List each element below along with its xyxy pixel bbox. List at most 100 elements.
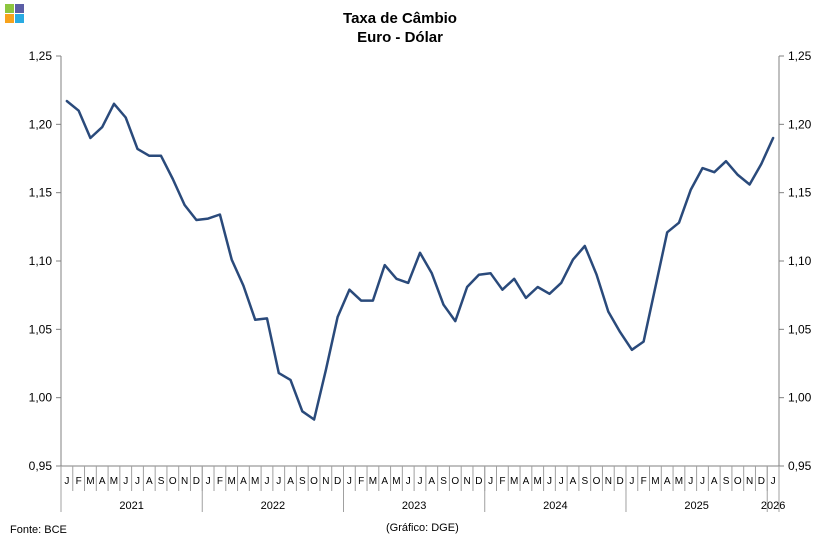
y-tick-label-left: 1,10 [29, 254, 53, 268]
x-month-label: J [276, 476, 281, 487]
x-month-label: J [700, 476, 705, 487]
x-month-label: J [688, 476, 693, 487]
y-tick-label-right: 1,25 [788, 49, 812, 63]
x-month-label: J [547, 476, 552, 487]
data-point [277, 372, 280, 374]
credit-label: (Gráfico: DGE) [386, 522, 459, 534]
data-point [748, 183, 751, 186]
x-month-label: J [206, 476, 211, 487]
data-point [113, 103, 115, 105]
data-point [442, 303, 445, 306]
x-month-label: D [758, 476, 765, 487]
x-month-label: M [251, 476, 259, 487]
x-month-label: O [734, 476, 742, 487]
logo-icon [5, 4, 25, 24]
x-month-label: O [169, 476, 177, 487]
y-tick-label-left: 1,15 [29, 186, 53, 200]
data-point [631, 349, 633, 351]
x-month-label: D [334, 476, 341, 487]
logo-square-2 [15, 4, 24, 13]
data-point [160, 154, 162, 157]
data-point [289, 379, 292, 381]
data-point [395, 277, 398, 280]
x-month-label: A [523, 476, 530, 487]
data-point [419, 252, 421, 254]
data-point [183, 204, 186, 206]
x-month-label: A [664, 476, 671, 487]
data-point [713, 171, 716, 173]
logo-square-1 [5, 4, 14, 13]
data-point [619, 331, 621, 333]
data-point [595, 273, 598, 276]
data-point [760, 163, 763, 165]
x-month-label: J [771, 476, 776, 487]
data-point [101, 126, 103, 128]
x-month-label: A [711, 476, 718, 487]
data-point [572, 258, 574, 261]
x-month-label: A [428, 476, 435, 487]
data-point [478, 273, 480, 276]
x-month-label: J [629, 476, 634, 487]
x-month-label: F [358, 476, 364, 487]
data-point [501, 288, 504, 291]
data-point [513, 277, 515, 280]
y-tick-label-right: 0,95 [788, 459, 812, 473]
data-point [148, 154, 151, 157]
x-year-label: 2024 [543, 500, 567, 512]
x-month-label: M [86, 476, 94, 487]
data-point [66, 100, 68, 102]
x-month-label: A [99, 476, 106, 487]
data-point [725, 160, 727, 163]
x-month-label: J [135, 476, 140, 487]
data-point [430, 272, 433, 275]
x-month-label: A [570, 476, 577, 487]
x-month-label: A [381, 476, 388, 487]
x-month-label: D [475, 476, 482, 487]
data-point [548, 293, 551, 295]
x-month-label: J [406, 476, 411, 487]
x-month-label: M [675, 476, 683, 487]
x-month-label: F [76, 476, 82, 487]
x-month-label: S [299, 476, 306, 487]
x-month-label: N [322, 476, 329, 487]
data-point [242, 284, 245, 287]
data-point [325, 369, 327, 372]
data-point [642, 340, 645, 343]
x-month-label: A [146, 476, 153, 487]
x-month-label: F [217, 476, 223, 487]
data-point [254, 318, 257, 321]
x-year-label: 2021 [119, 500, 143, 512]
x-month-label: J [123, 476, 128, 487]
y-tick-label-right: 1,05 [788, 322, 812, 336]
x-month-label: O [593, 476, 601, 487]
x-month-label: F [499, 476, 505, 487]
data-point [89, 137, 92, 139]
data-point [195, 219, 198, 221]
data-point [266, 317, 268, 320]
data-point [654, 286, 657, 288]
x-month-label: S [723, 476, 730, 487]
data-point [383, 264, 386, 266]
x-month-label: J [64, 476, 69, 487]
x-month-label: O [310, 476, 318, 487]
x-month-label: A [240, 476, 247, 487]
x-month-label: S [158, 476, 165, 487]
x-month-label: M [392, 476, 400, 487]
data-point [219, 213, 221, 216]
data-point [136, 148, 139, 150]
data-point [689, 189, 692, 191]
x-month-label: N [605, 476, 612, 487]
x-year-label: 2022 [261, 500, 285, 512]
x-month-label: J [488, 476, 493, 487]
data-point [360, 299, 362, 302]
data-point [536, 286, 539, 288]
data-point [230, 258, 233, 261]
x-month-label: S [581, 476, 588, 487]
data-point [560, 282, 563, 284]
x-month-label: D [193, 476, 200, 487]
x-month-label: M [110, 476, 118, 487]
logo-square-4 [15, 14, 24, 23]
y-tick-label-right: 1,10 [788, 254, 812, 268]
x-year-label: 2026 [761, 500, 785, 512]
